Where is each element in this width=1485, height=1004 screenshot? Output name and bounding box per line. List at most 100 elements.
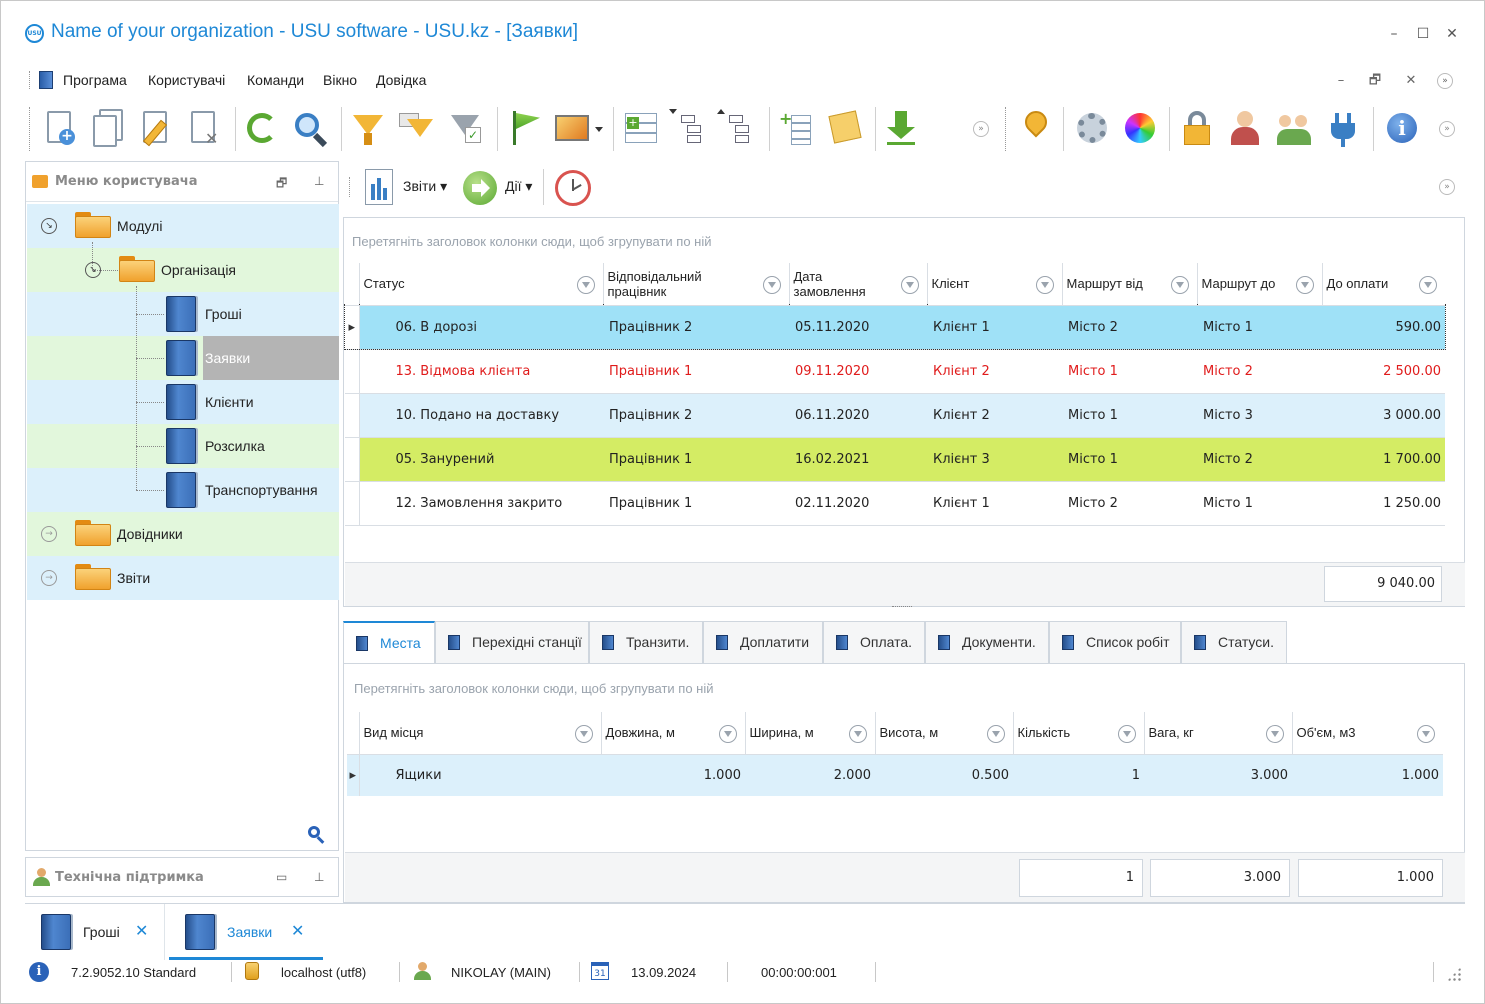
mdi-close-button[interactable]: ✕ [1405,73,1417,88]
tree-item-mailing[interactable]: Розсилка [27,424,339,468]
cell-quantity[interactable]: 1 [1131,767,1140,783]
filter-add-icon[interactable] [397,109,435,149]
column-header-place-type[interactable]: Вид місця [359,712,602,755]
tree-item-transport[interactable]: Транспортування [27,468,339,512]
column-header-route-to[interactable]: Маршрут до [1197,263,1323,306]
plugin-icon[interactable] [1325,109,1363,149]
menu-commands[interactable]: Команди [247,72,305,88]
table-row[interactable]: ▸ 06. В дорозі Працівник 2 05.11.2020 Клієнт… [344,304,1446,350]
cell-date[interactable]: 05.11.2020 [789,305,927,350]
cell-client[interactable]: Клієнт 1 [927,481,1062,526]
cell-route-from[interactable]: Місто 2 [1062,481,1197,526]
reports-dropdown[interactable]: Звіти ▾ [403,178,448,194]
cell-route-from[interactable]: Місто 1 [1062,393,1197,438]
cell-status[interactable]: 12. Замовлення закрито [359,481,603,526]
toolbar-overflow-icon[interactable]: » [971,109,991,149]
edit-record-icon[interactable] [137,109,175,149]
copy-record-icon[interactable] [89,109,127,149]
column-header-width[interactable]: Ширина, м [745,712,876,755]
column-filter-icon[interactable] [1117,725,1136,743]
location-pin-icon[interactable] [1017,106,1055,149]
cell-date[interactable]: 16.02.2021 [789,437,927,482]
filter-icon[interactable] [349,109,387,149]
cell-employee[interactable]: Працівник 1 [603,437,789,482]
image-icon[interactable] [553,109,603,149]
column-filter-icon[interactable] [718,725,737,743]
cell-route-from[interactable]: Місто 1 [1062,349,1197,394]
expand-icon[interactable]: → [41,570,57,586]
cell-place-type[interactable]: Ящики [395,767,442,783]
cell-route-to[interactable]: Місто 1 [1197,481,1322,526]
column-filter-icon[interactable] [576,276,595,294]
cell-route-to[interactable]: Місто 3 [1197,393,1322,438]
cell-weight[interactable]: 3.000 [1250,767,1288,783]
actions-icon[interactable] [463,171,497,205]
add-column-icon[interactable]: + [777,109,815,149]
close-button[interactable]: ✕ [1446,26,1458,42]
column-filter-icon[interactable] [1417,725,1435,743]
tab-statuses[interactable]: Статуси. [1181,621,1287,663]
maximize-button[interactable]: ☐ [1416,26,1430,42]
close-tab-icon[interactable]: ✕ [291,921,305,940]
reports-icon[interactable] [365,169,393,205]
doc-tab-requests[interactable]: Заявки ✕ [169,904,323,960]
search-icon[interactable] [291,109,329,149]
table-row[interactable]: 13. Відмова клієнта Працівник 1 09.11.2020… [345,349,1445,394]
minimize-button[interactable]: – [1390,26,1398,42]
column-filter-icon[interactable] [848,725,867,743]
panel-float-icon[interactable]: 🗗 [276,176,288,190]
actions-dropdown[interactable]: Дії ▾ [505,178,533,194]
tab-transits[interactable]: Транзити. [589,621,703,663]
cell-status[interactable]: 06. В дорозі [359,305,603,350]
menu-overflow-icon[interactable]: » [1437,73,1453,89]
column-filter-icon[interactable] [1295,276,1314,294]
expand-icon[interactable]: → [41,526,57,542]
column-header-length[interactable]: Довжина, м [601,712,746,755]
cell-height[interactable]: 0.500 [971,767,1009,783]
cell-date[interactable]: 06.11.2020 [789,393,927,438]
cell-client[interactable]: Клієнт 2 [927,393,1062,438]
tree-item-organization[interactable]: ↘ Організація [27,248,339,292]
download-icon[interactable] [883,109,921,149]
panel-pin-icon[interactable]: ⊥ [314,174,325,188]
cell-status[interactable]: 13. Відмова клієнта [359,349,603,394]
content-toolbar-overflow-icon[interactable]: » [1439,179,1455,195]
cell-employee[interactable]: Працівник 1 [603,481,789,526]
tab-places[interactable]: Места [343,621,435,663]
flag-icon[interactable] [505,109,543,149]
cell-amount-due[interactable]: 2 500.00 [1322,349,1445,394]
column-header-amount-due[interactable]: До оплати [1322,263,1445,306]
column-header-client[interactable]: Клієнт [927,263,1063,306]
cell-route-to[interactable]: Місто 2 [1197,349,1322,394]
column-filter-icon[interactable] [1035,276,1054,294]
filter-apply-icon[interactable]: ✓ [447,109,485,149]
menu-users[interactable]: Користувачі [148,72,226,88]
cell-client[interactable]: Клієнт 2 [927,349,1062,394]
timer-clock-icon[interactable] [555,170,591,206]
tree-item-clients[interactable]: Клієнти [27,380,339,424]
tree-item-requests[interactable]: Заявки [27,336,339,380]
mdi-minimize-button[interactable]: – [1337,73,1345,88]
panel-maximize-icon[interactable]: ▭ [276,870,288,884]
mdi-restore-button[interactable]: 🗗 [1368,73,1382,88]
column-filter-icon[interactable] [1170,276,1189,294]
table-row[interactable]: 05. Занурений Працівник 1 16.02.2021 Клієнт… [345,437,1445,482]
cell-client[interactable]: Клієнт 3 [927,437,1062,482]
tech-support-panel[interactable]: Технічна підтримка ▭ ⊥ [25,857,339,897]
column-header-height[interactable]: Висота, м [875,712,1014,755]
cell-volume[interactable]: 1.000 [1401,767,1439,783]
column-header-employee[interactable]: Відповідальний працівник [603,263,790,306]
resize-grip-icon[interactable] [1447,967,1461,981]
tree-item-modules[interactable]: ↘ Модулі [27,204,339,248]
tree-expand-icon[interactable] [717,109,755,149]
tab-documents[interactable]: Документи. [925,621,1049,663]
tree-item-reports[interactable]: → Звіти [27,556,339,600]
column-filter-icon[interactable] [1265,725,1284,743]
cell-client[interactable]: Клієнт 1 [927,305,1062,350]
column-header-weight[interactable]: Вага, кг [1144,712,1293,755]
cell-date[interactable]: 09.11.2020 [789,349,927,394]
cell-amount-due[interactable]: 590.00 [1322,305,1445,350]
menu-window[interactable]: Вікно [323,72,358,88]
toolbar-grip[interactable] [349,177,351,197]
refresh-icon[interactable] [243,109,281,149]
